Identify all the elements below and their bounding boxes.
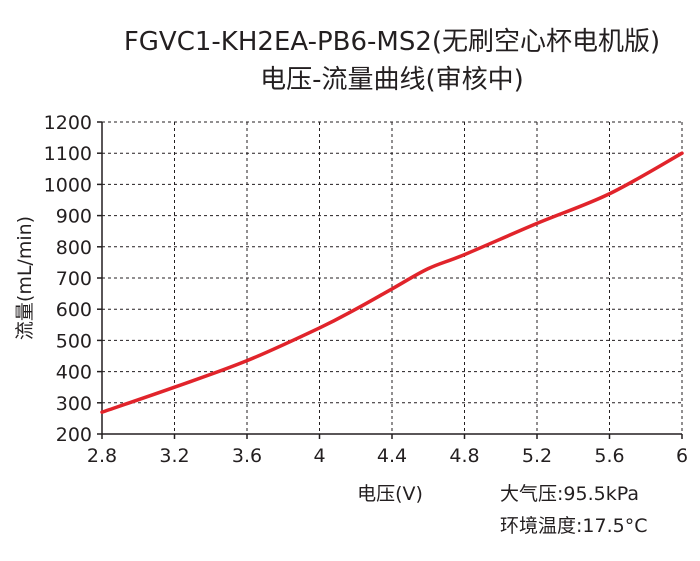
x-tick-label: 2.8 [87, 445, 117, 467]
y-tick-label: 1000 [44, 174, 92, 196]
chart-subtitle: 电压-流量曲线(审核中) [260, 65, 524, 95]
x-tick-label: 5.6 [594, 445, 624, 467]
x-tick-label: 6 [676, 445, 688, 467]
y-tick-label: 300 [56, 393, 92, 415]
y-tick-label: 500 [56, 330, 92, 352]
series [100, 151, 684, 414]
series-line [100, 151, 684, 414]
x-tick-label: 4.8 [449, 445, 479, 467]
y-tick-label: 400 [56, 362, 92, 384]
x-tick-labels: 2.8 3.2 3.6 4 4.4 4.8 5.2 5.6 6 [87, 445, 688, 467]
y-tick-label: 800 [56, 237, 92, 259]
x-tick-label: 3.2 [159, 445, 189, 467]
y-tick-label: 200 [56, 424, 92, 446]
y-tick-label: 600 [56, 299, 92, 321]
y-tick-label: 700 [56, 268, 92, 290]
temperature-note: 环境温度:17.5°C [500, 515, 647, 537]
x-tick-label: 4 [313, 445, 325, 467]
y-tick-labels: 200 300 400 500 600 700 800 900 1000 1100 1200 [44, 112, 92, 446]
grid [102, 121, 683, 434]
y-tick-label: 1100 [44, 143, 92, 165]
x-tick-label: 5.2 [522, 445, 552, 467]
x-axis-label: 电压(V) [357, 483, 423, 505]
pressure-note: 大气压:95.5kPa [500, 483, 639, 505]
y-axis-label: 流量(mL/min) [14, 216, 36, 340]
chart-title: FGVC1-KH2EA-PB6-MS2(无刷空心杯电机版) [124, 27, 660, 57]
axes [97, 121, 683, 439]
x-tick-label: 3.6 [232, 445, 262, 467]
y-tick-label: 900 [56, 206, 92, 228]
y-tick-label: 1200 [44, 112, 92, 134]
x-tick-label: 4.4 [377, 445, 407, 467]
